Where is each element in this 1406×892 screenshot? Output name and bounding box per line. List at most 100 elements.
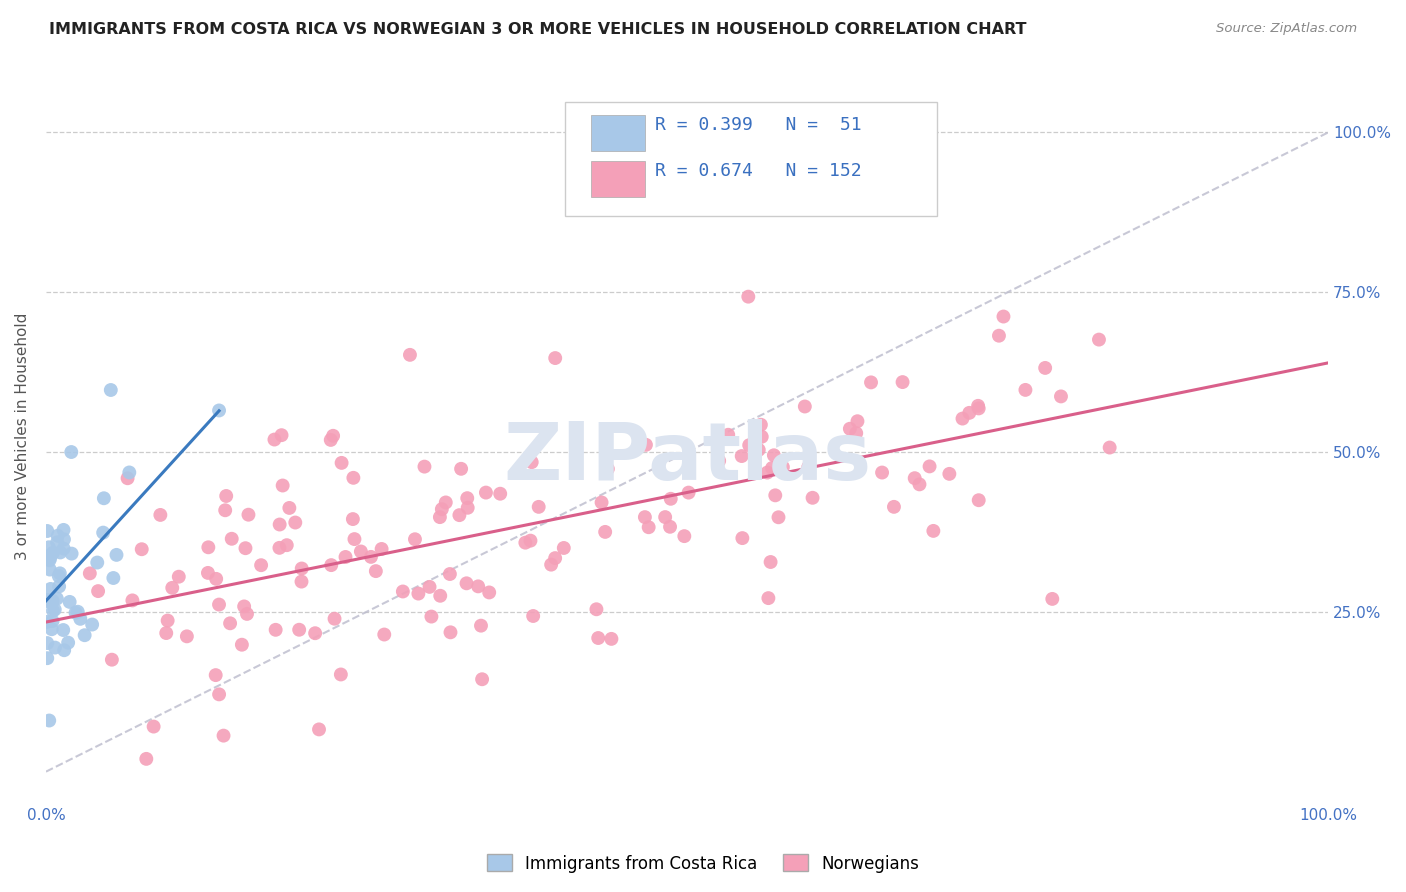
Point	[759, 555, 782, 569]
Point	[751, 430, 773, 444]
Point	[342, 471, 364, 485]
Point	[938, 467, 960, 481]
Point	[717, 427, 740, 442]
Point	[235, 541, 257, 556]
Text: IMMIGRANTS FROM COSTA RICA VS NORWEGIAN 3 OR MORE VEHICLES IN HOUSEHOLD CORRELAT: IMMIGRANTS FROM COSTA RICA VS NORWEGIAN …	[49, 22, 1026, 37]
Point	[167, 570, 190, 584]
Point	[42, 604, 65, 618]
Point	[38, 563, 60, 577]
Point	[91, 525, 114, 540]
Point	[41, 594, 63, 608]
Point	[46, 529, 69, 543]
Point	[52, 523, 75, 537]
Point	[870, 466, 893, 480]
Point	[449, 508, 471, 523]
Point	[404, 533, 426, 547]
Point	[37, 524, 59, 538]
Point	[39, 550, 62, 565]
Point	[519, 533, 541, 548]
Point	[100, 383, 122, 397]
Point	[456, 576, 478, 591]
Point	[93, 491, 115, 506]
Point	[197, 566, 219, 580]
Point	[457, 500, 479, 515]
Point	[350, 544, 373, 558]
Point	[475, 485, 498, 500]
Point	[208, 598, 231, 612]
Point	[364, 564, 387, 578]
Point	[515, 535, 537, 549]
Point	[52, 541, 75, 556]
Point	[233, 599, 256, 614]
Point	[219, 616, 242, 631]
Point	[156, 614, 179, 628]
Legend: Immigrants from Costa Rica, Norwegians: Immigrants from Costa Rica, Norwegians	[481, 847, 925, 880]
Point	[439, 567, 461, 582]
Point	[270, 428, 292, 442]
Point	[73, 628, 96, 642]
Point	[60, 445, 83, 459]
Point	[1098, 441, 1121, 455]
Point	[205, 572, 228, 586]
Point	[284, 516, 307, 530]
Point	[891, 375, 914, 389]
Point	[439, 625, 461, 640]
Point	[117, 471, 139, 485]
Point	[308, 723, 330, 737]
Point	[553, 541, 575, 555]
Point	[37, 594, 59, 608]
Point	[291, 561, 314, 575]
Point	[471, 672, 494, 686]
Point	[748, 442, 770, 457]
Point	[39, 582, 62, 596]
Point	[60, 547, 83, 561]
Point	[330, 456, 353, 470]
Point	[304, 626, 326, 640]
Point	[44, 602, 66, 616]
Point	[335, 549, 357, 564]
Point	[48, 569, 70, 583]
Point	[322, 429, 344, 443]
Point	[520, 455, 543, 469]
Point	[321, 558, 343, 573]
Point	[659, 520, 682, 534]
Point	[66, 605, 89, 619]
Point	[82, 617, 104, 632]
Point	[429, 510, 451, 524]
Point	[46, 535, 69, 549]
Point	[678, 485, 700, 500]
Point	[860, 376, 883, 390]
Point	[41, 614, 63, 628]
Point	[236, 607, 259, 621]
Point	[319, 433, 342, 447]
FancyBboxPatch shape	[591, 161, 645, 197]
Text: R = 0.399   N =  51: R = 0.399 N = 51	[655, 116, 862, 134]
Point	[288, 623, 311, 637]
FancyBboxPatch shape	[565, 102, 936, 216]
Point	[993, 310, 1015, 324]
FancyBboxPatch shape	[591, 115, 645, 151]
Point	[370, 541, 392, 556]
Point	[37, 615, 59, 629]
Point	[749, 417, 772, 432]
Point	[53, 643, 76, 657]
Point	[135, 752, 157, 766]
Point	[373, 627, 395, 641]
Point	[149, 508, 172, 522]
Point	[59, 595, 82, 609]
Point	[290, 574, 312, 589]
Point	[342, 512, 364, 526]
Point	[69, 612, 91, 626]
Point	[37, 593, 59, 607]
Point	[918, 459, 941, 474]
Point	[231, 638, 253, 652]
Point	[250, 558, 273, 573]
Point	[103, 571, 125, 585]
Point	[544, 351, 567, 365]
Point	[793, 400, 815, 414]
Point	[801, 491, 824, 505]
Point	[118, 466, 141, 480]
Point	[204, 668, 226, 682]
Point	[360, 549, 382, 564]
Point	[41, 622, 63, 636]
